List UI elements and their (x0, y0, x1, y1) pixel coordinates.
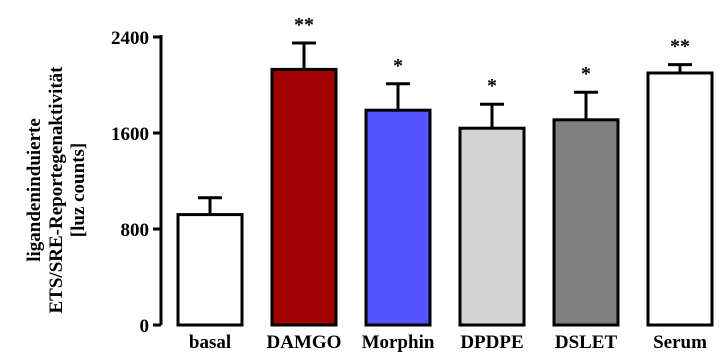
significance-label: ** (294, 14, 314, 36)
y-tick-label: 800 (121, 220, 150, 241)
y-tick-label: 0 (140, 316, 150, 337)
y-axis-title-line-3: [luz counts] (68, 143, 89, 237)
category-label: Serum (653, 332, 707, 353)
y-tick-label: 1600 (111, 124, 149, 145)
y-axis-title: ligandeninduierte ETS/SRE-Reportegenakti… (24, 66, 89, 314)
significance-label: * (393, 55, 403, 77)
category-label: DPDPE (460, 332, 523, 353)
category-label: DSLET (555, 332, 618, 353)
bar-morphin (364, 108, 432, 327)
bar-dpdpe (458, 126, 526, 327)
bars: ******* (176, 14, 714, 327)
y-axis-title-line-1: ligandeninduierte (24, 118, 45, 262)
y-axis-title-line-2: ETS/SRE-Reportegenaktivität (46, 66, 67, 314)
category-label: DAMGO (267, 332, 342, 353)
y-axis: 0 800 1600 2400 (111, 28, 163, 337)
significance-label: * (581, 63, 591, 85)
y-tick-label: 2400 (111, 28, 149, 49)
bar-dslet (552, 118, 620, 327)
bar-serum (646, 71, 714, 327)
bar-basal (176, 213, 244, 327)
significance-label: * (487, 75, 497, 97)
category-labels: basal DAMGO Morphin DPDPE DSLET Serum (189, 332, 707, 353)
bar-damgo (270, 67, 338, 327)
category-label: Morphin (362, 332, 435, 353)
significance-label: ** (670, 36, 690, 58)
category-label: basal (189, 332, 231, 353)
